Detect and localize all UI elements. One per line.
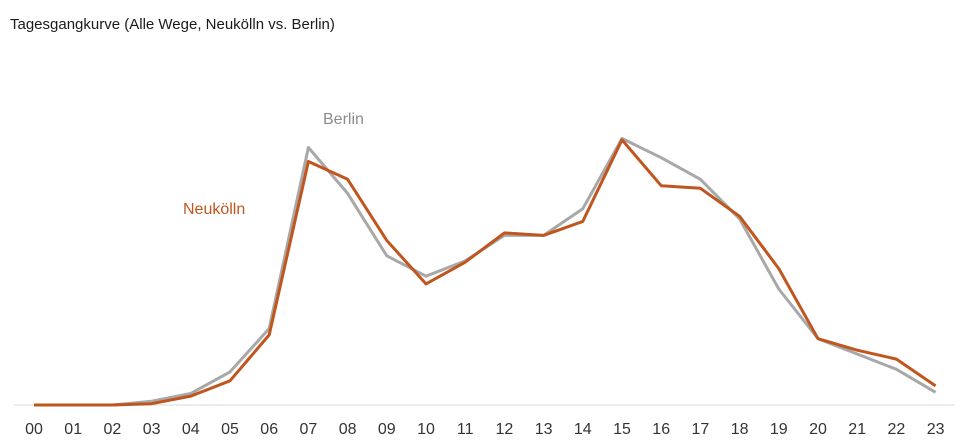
x-tick-label: 06 xyxy=(260,421,278,438)
chart-title: Tagesgangkurve (Alle Wege, Neukölln vs. … xyxy=(10,16,335,33)
x-tick-label: 03 xyxy=(143,421,161,438)
x-tick-label: 11 xyxy=(457,421,474,438)
x-tick-label: 01 xyxy=(64,421,82,438)
x-tick-label: 07 xyxy=(300,421,318,438)
x-tick-label: 10 xyxy=(417,421,435,438)
series-line-neukoelln xyxy=(34,138,937,407)
x-tick-label: 09 xyxy=(378,421,396,438)
series-label-berlin: Berlin xyxy=(323,111,364,128)
x-tick-label: 22 xyxy=(888,421,906,438)
series-line-berlin xyxy=(34,137,937,407)
series-label-neukoelln: Neukölln xyxy=(183,201,245,218)
x-axis-tick-labels: 00 01 02 03 04 05 06 07 08 09 10 11 12 13 14 15 16 17 18 19… xyxy=(25,421,944,438)
x-tick-label: 18 xyxy=(731,421,749,438)
x-tick-label: 12 xyxy=(496,421,514,438)
series-lines xyxy=(34,137,937,407)
x-tick-label: 17 xyxy=(692,421,710,438)
x-tick-label: 05 xyxy=(221,421,239,438)
x-tick-label: 16 xyxy=(652,421,670,438)
x-tick-label: 15 xyxy=(613,421,631,438)
x-tick-label: 21 xyxy=(848,421,866,438)
x-tick-label: 20 xyxy=(809,421,827,438)
x-tick-label: 00 xyxy=(25,421,43,438)
x-tick-label: 23 xyxy=(927,421,945,438)
x-tick-label: 02 xyxy=(104,421,122,438)
x-tick-label: 14 xyxy=(574,421,592,438)
x-tick-label: 13 xyxy=(535,421,553,438)
x-tick-label: 19 xyxy=(770,421,788,438)
x-tick-label: 08 xyxy=(339,421,357,438)
x-tick-label: 04 xyxy=(182,421,200,438)
